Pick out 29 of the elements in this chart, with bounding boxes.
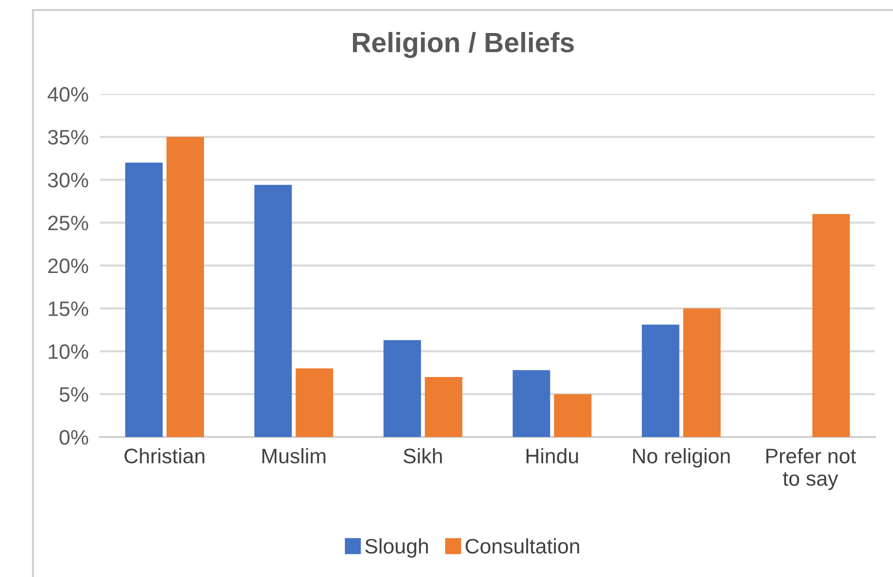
- y-tick-label: 35%: [48, 130, 88, 145]
- x-tick-label: Hindu: [526, 448, 578, 464]
- x-tick-label: Muslim: [262, 448, 326, 464]
- x-tick-label: Christian: [124, 448, 204, 464]
- bar: [554, 394, 592, 437]
- bar: [125, 162, 163, 437]
- bar: [683, 308, 721, 437]
- x-tick-label: No religion: [633, 448, 730, 468]
- bar: [812, 214, 850, 437]
- y-tick-label: 40%: [48, 87, 88, 102]
- bar: [642, 324, 680, 437]
- bar: [424, 376, 462, 437]
- bar: [166, 136, 204, 437]
- bar: [254, 184, 292, 437]
- bar: [384, 340, 421, 437]
- y-tick-label: 30%: [48, 172, 88, 188]
- y-tick-label: 25%: [48, 216, 88, 230]
- y-tick-label: 20%: [48, 258, 88, 274]
- y-tick-label: 10%: [48, 344, 88, 360]
- legend-label: Slough: [365, 538, 428, 558]
- x-tick-label: Prefer not to say: [766, 448, 856, 490]
- chart-title: Religion / Beliefs: [352, 32, 574, 58]
- bar: [296, 368, 334, 437]
- bar: [512, 370, 550, 437]
- legend-label: Consultation: [466, 538, 580, 554]
- y-tick-label: 5%: [60, 387, 88, 402]
- x-tick-label: Sikh: [404, 448, 442, 464]
- y-tick-label: 0%: [60, 430, 88, 445]
- y-tick-label: 15%: [48, 301, 88, 316]
